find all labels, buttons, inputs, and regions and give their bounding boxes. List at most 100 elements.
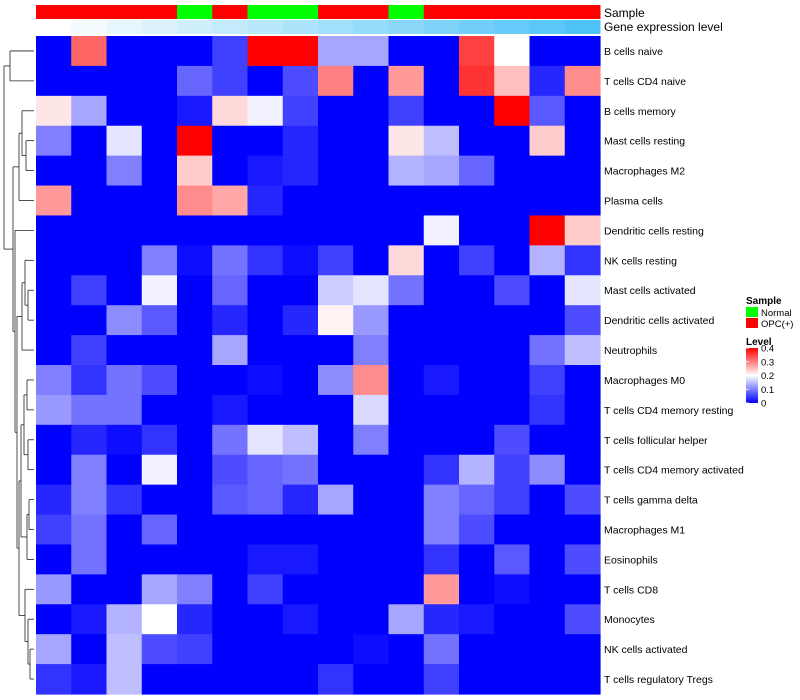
heatmap-cell — [494, 65, 531, 97]
heatmap-cell — [212, 664, 249, 695]
heatmap-cell — [212, 634, 249, 665]
heatmap-cell — [353, 604, 390, 635]
heatmap-cell — [494, 365, 531, 396]
heatmap-cell — [423, 544, 460, 575]
heatmap-cell — [494, 305, 531, 336]
heatmap-cell — [388, 664, 425, 695]
heatmap-cell — [529, 544, 566, 575]
expression-annotation-cell — [494, 20, 530, 34]
heatmap-cell — [353, 514, 390, 546]
heatmap-cell — [459, 514, 495, 546]
heatmap-cell — [71, 454, 108, 486]
heatmap-cell — [177, 634, 213, 665]
sample-annotation-cell — [564, 5, 601, 19]
heatmap-cell — [318, 245, 354, 276]
heatmap-cell — [564, 185, 601, 217]
row-label: Mast cells resting — [604, 136, 685, 148]
heatmap-cell — [388, 574, 425, 605]
heatmap-cell — [212, 335, 249, 366]
heatmap-cell — [177, 544, 213, 575]
heatmap-cell — [71, 365, 108, 396]
heatmap-cell — [71, 394, 108, 426]
expression-annotation-cell — [564, 20, 601, 34]
heatmap-cell — [106, 275, 143, 306]
heatmap-cell — [212, 36, 249, 67]
heatmap-cell — [282, 634, 319, 665]
heatmap-cell — [423, 484, 460, 516]
heatmap-cell — [494, 95, 531, 127]
heatmap-cell — [106, 125, 143, 157]
sample-annotation-cell — [36, 5, 72, 19]
heatmap-cell — [353, 335, 390, 366]
heatmap-cell — [106, 215, 143, 246]
heatmap-cell — [141, 335, 178, 366]
heatmap-cell — [494, 185, 531, 217]
heatmap-cell — [564, 514, 601, 546]
heatmap-cell — [212, 215, 249, 246]
expression-annotation-cell — [459, 20, 495, 34]
heatmap-cell — [459, 155, 495, 187]
sample-annotation-track — [36, 5, 601, 19]
heatmap-cell — [106, 245, 143, 276]
heatmap-cell — [106, 365, 143, 396]
heatmap-cell — [423, 245, 460, 276]
row-label: Dendritic cells activated — [604, 315, 714, 327]
heatmap-cell — [106, 604, 143, 635]
heatmap-cell — [36, 275, 72, 306]
heatmap-cell — [71, 185, 108, 217]
sample-annotation-cell — [423, 5, 460, 19]
heatmap-cell — [318, 155, 354, 187]
heatmap-cell — [282, 95, 319, 127]
heatmap-cell — [141, 454, 178, 486]
heatmap-cell — [106, 544, 143, 575]
heatmap-cell — [564, 394, 601, 426]
heatmap-cell — [282, 454, 319, 486]
sample-annotation-cell — [459, 5, 495, 19]
heatmap-cell — [36, 394, 72, 426]
heatmap-cell — [318, 36, 354, 67]
row-label: Neutrophils — [604, 345, 657, 357]
heatmap-cell — [459, 36, 495, 67]
heatmap-cell — [318, 604, 354, 635]
row-label: B cells memory — [604, 106, 677, 118]
heatmap-cell — [282, 514, 319, 546]
heatmap-cell — [494, 125, 531, 157]
expression-annotation-cell — [71, 20, 107, 34]
heatmap-cell — [459, 185, 495, 217]
legend-sample-swatch — [746, 307, 758, 317]
heatmap-cell — [212, 125, 249, 157]
heatmap-cell — [318, 394, 354, 426]
heatmap-cell — [282, 574, 319, 605]
heatmap-cell — [36, 664, 72, 695]
expression-annotation-track — [36, 20, 601, 34]
heatmap-cell — [106, 305, 143, 336]
heatmap-cell — [459, 454, 495, 486]
heatmap-cell — [388, 125, 425, 157]
heatmap-cell — [247, 394, 284, 426]
heatmap-cell — [353, 36, 390, 67]
heatmap-cell — [36, 305, 72, 336]
heatmap-cell — [564, 36, 601, 67]
heatmap-cell — [423, 95, 460, 127]
heatmap-cell — [353, 574, 390, 605]
heatmap-cell — [247, 604, 284, 635]
sample-annotation-cell — [247, 5, 284, 19]
row-label: T cells CD4 memory activated — [604, 465, 744, 477]
heatmap-cell — [71, 305, 108, 336]
row-label: T cells gamma delta — [604, 495, 698, 507]
heatmap-cell — [141, 305, 178, 336]
heatmap-cell — [529, 664, 566, 695]
heatmap-cell — [494, 335, 531, 366]
heatmap-cell — [529, 215, 566, 246]
row-label: T cells follicular helper — [604, 435, 708, 447]
heatmap-cell — [177, 36, 213, 67]
heatmap-cell — [141, 365, 178, 396]
heatmap-cell — [494, 424, 531, 456]
sample-annotation-cell — [71, 5, 107, 19]
heatmap-cell — [423, 305, 460, 336]
heatmap-cell — [247, 634, 284, 665]
heatmap-cell — [106, 65, 143, 97]
heatmap-cell — [318, 634, 354, 665]
heatmap-cell — [423, 185, 460, 217]
